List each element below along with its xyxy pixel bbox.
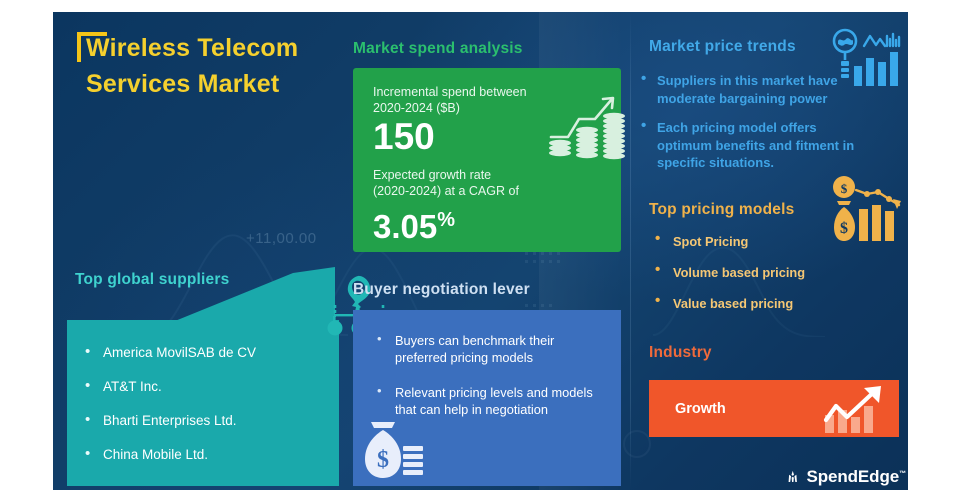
brand-logo: SpendEdge™ (786, 464, 906, 490)
svg-text:$: $ (841, 181, 848, 196)
magnifier-bar-chart-icon (832, 28, 901, 86)
growth-rate-label-line-2: (2020-2024) at a CAGR of (373, 184, 519, 198)
incremental-spend-value: 150 (373, 116, 435, 157)
cagr-value: 3.05 (373, 208, 438, 245)
pricing-models-heading: Top pricing models (649, 201, 795, 218)
market-spend-heading: Market spend analysis (353, 40, 523, 57)
suppliers-list: America MovilSAB de CV AT&T Inc. Bharti … (67, 330, 339, 480)
incremental-spend-label-line-1: Incremental spend between (373, 85, 527, 99)
industry-status-label: Growth (675, 401, 726, 417)
incremental-spend-label-line-2: 2020-2024 ($B) (373, 101, 460, 115)
brand-trademark: ™ (899, 470, 906, 478)
cagr-percent-symbol: % (437, 209, 456, 231)
industry-heading: Industry (649, 344, 712, 361)
incremental-spend-label: Incremental spend between 2020-2024 ($B) (373, 84, 588, 116)
list-item: Relevant pricing levels and models that … (375, 382, 605, 418)
list-item: Suppliers in this market have moderate b… (641, 70, 871, 107)
growth-rate-label: Expected growth rate (2020-2024) at a CA… (373, 167, 598, 199)
coin-stack-growth-icon (549, 96, 625, 160)
list-item: Each pricing model offers optimum benefi… (641, 117, 871, 172)
brand-name: SpendEdge™ (806, 467, 906, 487)
price-trends-heading: Market price trends (649, 38, 796, 55)
list-item: Volume based pricing (651, 262, 871, 281)
cagr-value-wrap: 3.05% (373, 202, 455, 245)
buyer-lever-heading: Buyer negotiation lever (353, 281, 530, 298)
list-item: Value based pricing (651, 293, 871, 312)
background-ticker-value: +11,00.00 (246, 230, 317, 247)
list-item: China Mobile Ltd. (85, 445, 329, 463)
list-item: Spot Pricing (651, 231, 871, 250)
growth-rate-label-line-1: Expected growth rate (373, 168, 492, 182)
page-title-line-1: Wireless Telecom (86, 34, 299, 62)
infographic-board: +11,00.00 (53, 12, 908, 490)
page-title: Wireless Telecom Services Market (86, 30, 376, 102)
pricing-models-list: Spot Pricing Volume based pricing Value … (651, 231, 871, 327)
market-spend-card (353, 68, 621, 252)
growth-arrow-chart-icon (823, 386, 881, 433)
buyer-lever-list: Buyers can benchmark their preferred pri… (353, 320, 621, 436)
list-item: Buyers can benchmark their preferred pri… (375, 330, 605, 366)
price-trends-list: Suppliers in this market have moderate b… (641, 70, 871, 184)
money-bag-icon: $ (365, 422, 423, 478)
column-divider (630, 12, 631, 490)
page-title-line-2: Services Market (86, 70, 280, 98)
list-item: Bharti Enterprises Ltd. (85, 411, 329, 429)
svg-text:$: $ (377, 447, 389, 473)
list-item: America MovilSAB de CV (85, 343, 329, 361)
brand-name-text: SpendEdge (806, 467, 900, 486)
suppliers-flag-shape (175, 267, 335, 325)
svg-text:$: $ (840, 220, 848, 237)
money-bag-declining-chart-icon: $ $ (833, 176, 901, 241)
list-item: AT&T Inc. (85, 377, 329, 395)
title-corner-bracket-icon (77, 32, 107, 62)
suppliers-heading: Top global suppliers (75, 271, 230, 288)
spendedge-logo-icon (788, 470, 797, 483)
